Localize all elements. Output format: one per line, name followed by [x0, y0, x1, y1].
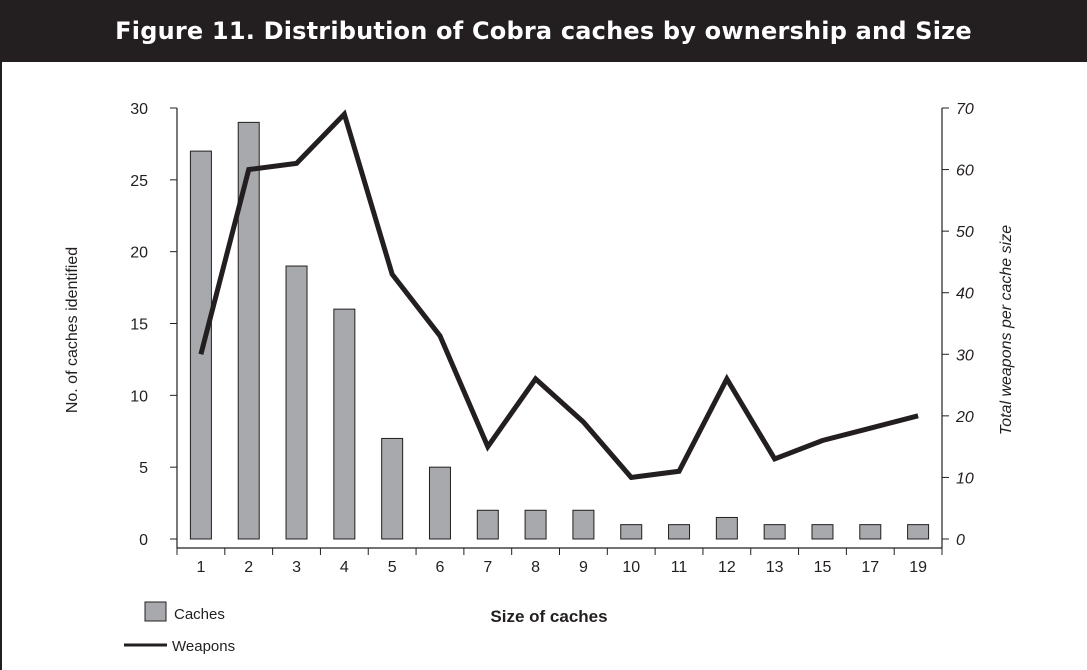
legend-caches-swatch [144, 601, 167, 622]
bar-4 [333, 308, 356, 540]
bar-13 [763, 524, 786, 540]
y2-axis-title: Total weapons per cache size [998, 225, 1015, 435]
x-tick-label-12: 12 [718, 559, 736, 576]
bars-group [189, 121, 930, 540]
y-tick-label-25: 25 [130, 173, 148, 190]
y-tick-label-5: 5 [139, 460, 148, 477]
bar-2 [237, 121, 260, 540]
legend-caches-label: Caches [174, 606, 225, 623]
x-tick-label-7: 7 [483, 559, 492, 576]
y2-tick-label-30: 30 [956, 347, 974, 364]
bar-19 [907, 524, 930, 540]
weapons-line [198, 109, 919, 481]
bar-6 [428, 466, 451, 540]
x-tick-label-4: 4 [340, 559, 349, 576]
bar-5 [381, 437, 404, 540]
bar-15 [811, 524, 834, 540]
figure-title: Figure 11. Distribution of Cobra caches … [115, 17, 972, 45]
y-tick-label-0: 0 [139, 532, 148, 549]
x-tick-label-19: 19 [909, 559, 927, 576]
bar-7 [476, 509, 499, 540]
y2-tick-label-0: 0 [956, 532, 965, 549]
x-tick-label-10: 10 [622, 559, 640, 576]
bar-12 [715, 516, 738, 540]
bar-17 [859, 524, 882, 540]
x-tick-label-11: 11 [671, 559, 688, 576]
y-axis-title: No. of caches identified [64, 247, 81, 413]
x-tick-label-17: 17 [861, 559, 879, 576]
legend-weapons-label: Weapons [172, 638, 235, 655]
x-tick-label-13: 13 [766, 559, 784, 576]
y2-tick-label-40: 40 [956, 286, 974, 303]
y-tick-label-20: 20 [130, 245, 148, 262]
x-tick-label-15: 15 [814, 559, 832, 576]
y-tick-label-30: 30 [130, 101, 148, 118]
x-tick-label-5: 5 [388, 559, 397, 576]
figure-title-bar: Figure 11. Distribution of Cobra caches … [0, 0, 1087, 62]
x-tick-label-2: 2 [244, 559, 253, 576]
bar-11 [668, 524, 691, 540]
x-tick-label-1: 1 [196, 559, 205, 576]
x-tick-label-9: 9 [579, 559, 588, 576]
x-tick-label-3: 3 [292, 559, 301, 576]
y2-tick-label-60: 60 [956, 163, 974, 180]
y2-tick-label-10: 10 [956, 470, 974, 487]
x-tick-label-6: 6 [436, 559, 445, 576]
y-tick-label-10: 10 [130, 388, 148, 405]
bar-10 [620, 524, 643, 540]
y2-tick-label-20: 20 [955, 409, 974, 426]
bar-3 [285, 265, 308, 540]
x-tick-label-8: 8 [531, 559, 540, 576]
x-axis-title: Size of caches [490, 607, 607, 626]
bar-9 [572, 509, 595, 540]
bar-8 [524, 509, 547, 540]
y2-tick-label-50: 50 [956, 224, 974, 241]
y2-tick-label-70: 70 [956, 101, 974, 118]
y-tick-label-15: 15 [130, 317, 148, 334]
line-group [198, 109, 919, 481]
